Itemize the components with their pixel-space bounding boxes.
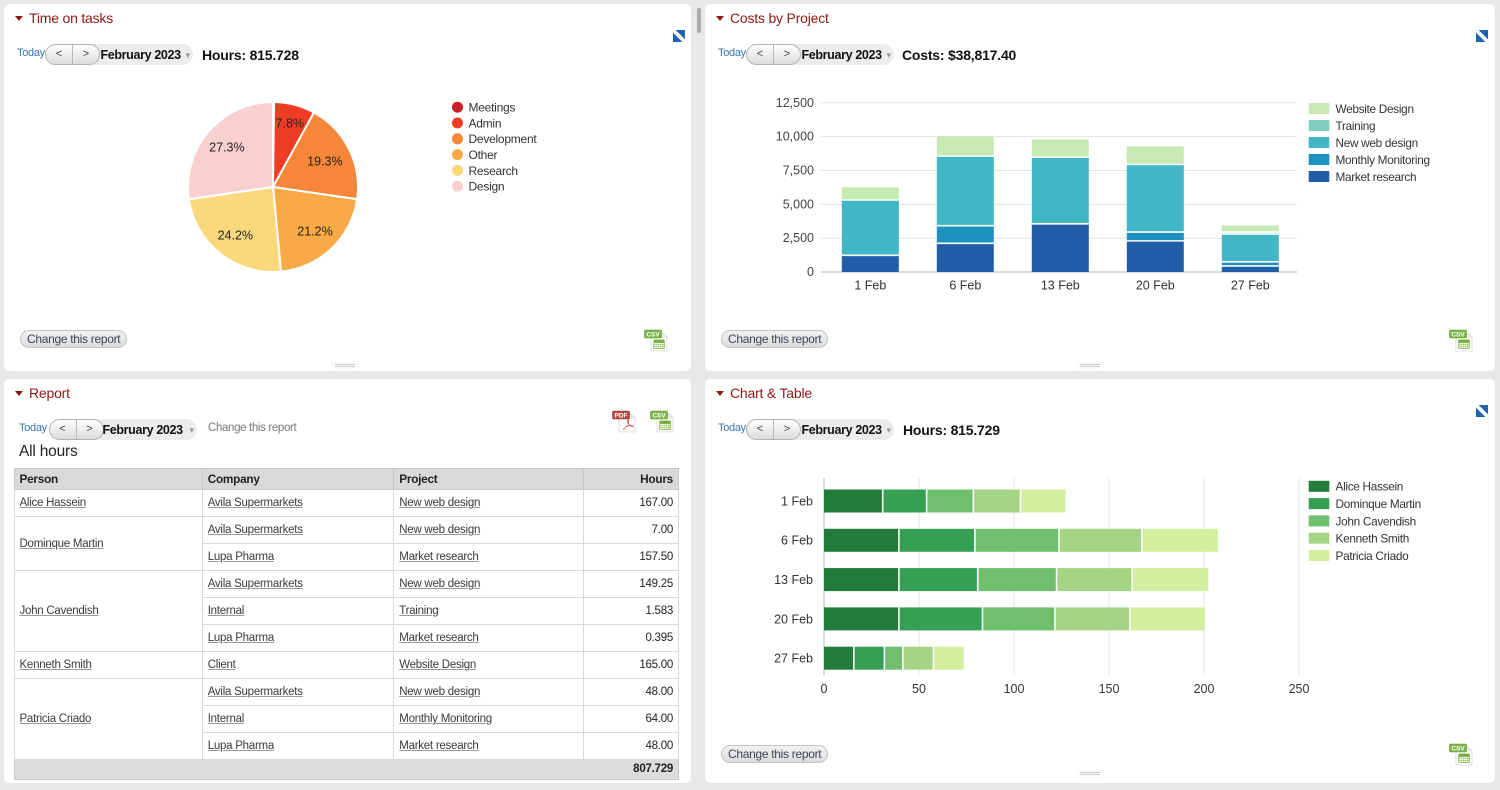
- svg-text:Other: Other: [469, 148, 498, 162]
- svg-text:50: 50: [912, 682, 926, 696]
- svg-text:Admin: Admin: [469, 116, 502, 130]
- svg-text:24.2%: 24.2%: [218, 229, 253, 243]
- svg-text:20 Feb: 20 Feb: [774, 612, 813, 626]
- svg-text:13 Feb: 13 Feb: [774, 573, 813, 587]
- svg-text:7.8%: 7.8%: [276, 117, 305, 131]
- svg-text:Research: Research: [469, 164, 518, 178]
- svg-text:10,000: 10,000: [776, 130, 814, 144]
- svg-text:John Cavendish: John Cavendish: [1336, 514, 1416, 528]
- svg-text:200: 200: [1194, 682, 1215, 696]
- svg-text:250: 250: [1289, 682, 1310, 696]
- svg-text:1 Feb: 1 Feb: [781, 494, 813, 508]
- svg-text:Alice Hassein: Alice Hassein: [1336, 480, 1404, 494]
- svg-text:20 Feb: 20 Feb: [1136, 279, 1175, 293]
- svg-text:0: 0: [821, 682, 828, 696]
- svg-text:Development: Development: [469, 132, 538, 146]
- svg-text:CSV: CSV: [652, 412, 666, 419]
- svg-text:5,000: 5,000: [783, 197, 814, 211]
- svg-text:27 Feb: 27 Feb: [774, 652, 813, 666]
- svg-text:1 Feb: 1 Feb: [854, 279, 886, 293]
- svg-text:6 Feb: 6 Feb: [949, 279, 981, 293]
- svg-text:PDF: PDF: [615, 412, 628, 419]
- svg-text:New web design: New web design: [1336, 136, 1418, 150]
- svg-text:27 Feb: 27 Feb: [1231, 279, 1270, 293]
- svg-text:Market research: Market research: [1336, 170, 1417, 184]
- svg-text:7,500: 7,500: [783, 164, 814, 178]
- svg-text:Patricia Criado: Patricia Criado: [1336, 549, 1410, 563]
- svg-text:6 Feb: 6 Feb: [781, 534, 813, 548]
- svg-text:27.3%: 27.3%: [209, 141, 244, 155]
- svg-text:100: 100: [1004, 682, 1025, 696]
- svg-text:Dominque Martin: Dominque Martin: [1336, 497, 1421, 511]
- svg-text:Design: Design: [469, 180, 505, 194]
- svg-text:Training: Training: [1336, 119, 1376, 133]
- svg-text:Website Design: Website Design: [1336, 102, 1414, 116]
- svg-text:CSV: CSV: [646, 331, 660, 338]
- svg-text:Kenneth Smith: Kenneth Smith: [1336, 532, 1409, 546]
- svg-text:Monthly Monitoring: Monthly Monitoring: [1336, 153, 1430, 167]
- svg-text:CSV: CSV: [1451, 331, 1465, 338]
- svg-text:Meetings: Meetings: [469, 101, 516, 115]
- svg-text:150: 150: [1099, 682, 1120, 696]
- svg-text:13 Feb: 13 Feb: [1041, 279, 1080, 293]
- svg-text:2,500: 2,500: [783, 231, 814, 245]
- svg-text:19.3%: 19.3%: [307, 155, 342, 169]
- svg-text:0: 0: [807, 265, 814, 279]
- svg-text:21.2%: 21.2%: [297, 225, 332, 239]
- svg-text:12,500: 12,500: [776, 96, 814, 110]
- svg-text:CSV: CSV: [1451, 745, 1465, 752]
